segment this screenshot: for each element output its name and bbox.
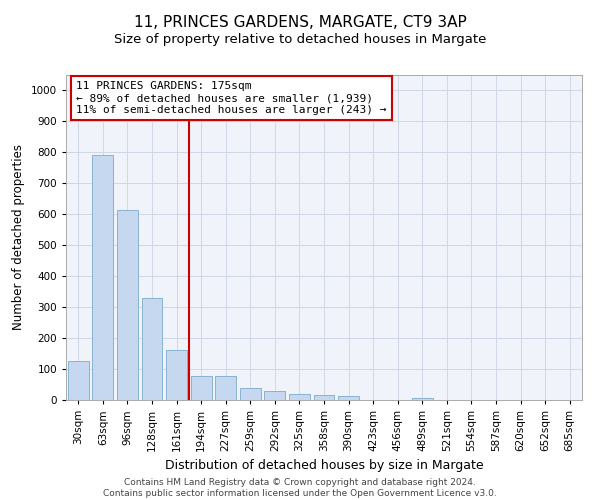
Bar: [191, 376, 212, 400]
Bar: [117, 210, 138, 400]
Bar: [92, 156, 113, 400]
Text: Contains HM Land Registry data © Crown copyright and database right 2024.
Contai: Contains HM Land Registry data © Crown c…: [103, 478, 497, 498]
Bar: [240, 388, 261, 400]
Bar: [166, 350, 187, 400]
Bar: [289, 394, 310, 400]
Bar: [338, 396, 359, 400]
X-axis label: Distribution of detached houses by size in Margate: Distribution of detached houses by size …: [164, 460, 484, 472]
Text: 11, PRINCES GARDENS, MARGATE, CT9 3AP: 11, PRINCES GARDENS, MARGATE, CT9 3AP: [134, 15, 466, 30]
Bar: [215, 376, 236, 400]
Bar: [412, 398, 433, 400]
Bar: [314, 396, 334, 400]
Text: 11 PRINCES GARDENS: 175sqm
← 89% of detached houses are smaller (1,939)
11% of s: 11 PRINCES GARDENS: 175sqm ← 89% of deta…: [76, 82, 387, 114]
Text: Size of property relative to detached houses in Margate: Size of property relative to detached ho…: [114, 32, 486, 46]
Bar: [142, 298, 163, 400]
Bar: [265, 390, 286, 400]
Bar: [68, 362, 89, 400]
Y-axis label: Number of detached properties: Number of detached properties: [12, 144, 25, 330]
